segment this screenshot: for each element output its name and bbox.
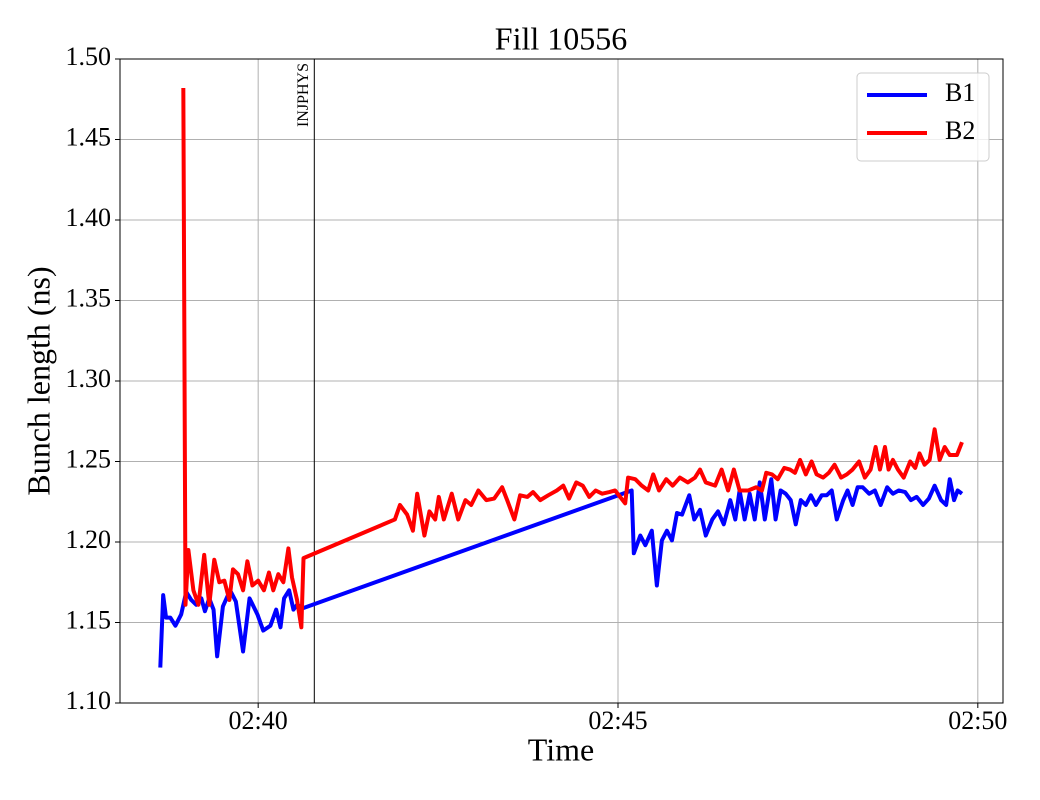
y-tick-label: 1.40 xyxy=(66,203,112,232)
y-tick-label: 1.20 xyxy=(66,525,112,554)
y-tick-label: 1.45 xyxy=(66,122,112,151)
event-label: INJPHYS xyxy=(295,63,312,127)
x-tick-label: 02:40 xyxy=(229,706,288,735)
legend-label: B2 xyxy=(945,116,975,145)
chart-title: Fill 10556 xyxy=(495,20,627,56)
legend-label: B1 xyxy=(945,78,975,107)
y-tick-label: 1.35 xyxy=(66,283,112,312)
y-tick-label: 1.30 xyxy=(66,364,112,393)
plot-frame xyxy=(119,58,1004,704)
data-line xyxy=(181,87,964,630)
data-line xyxy=(158,477,964,668)
y-axis-label: Bunch length (ns) xyxy=(20,266,56,495)
x-tick-label: 02:45 xyxy=(588,706,647,735)
x-axis-label: Time xyxy=(528,731,594,767)
y-tick-label: 1.50 xyxy=(66,42,112,71)
y-tick-label: 1.10 xyxy=(66,686,112,715)
y-tick-label: 1.25 xyxy=(66,444,112,473)
y-tick-label: 1.15 xyxy=(66,605,112,634)
x-tick-label: 02:50 xyxy=(948,706,1007,735)
